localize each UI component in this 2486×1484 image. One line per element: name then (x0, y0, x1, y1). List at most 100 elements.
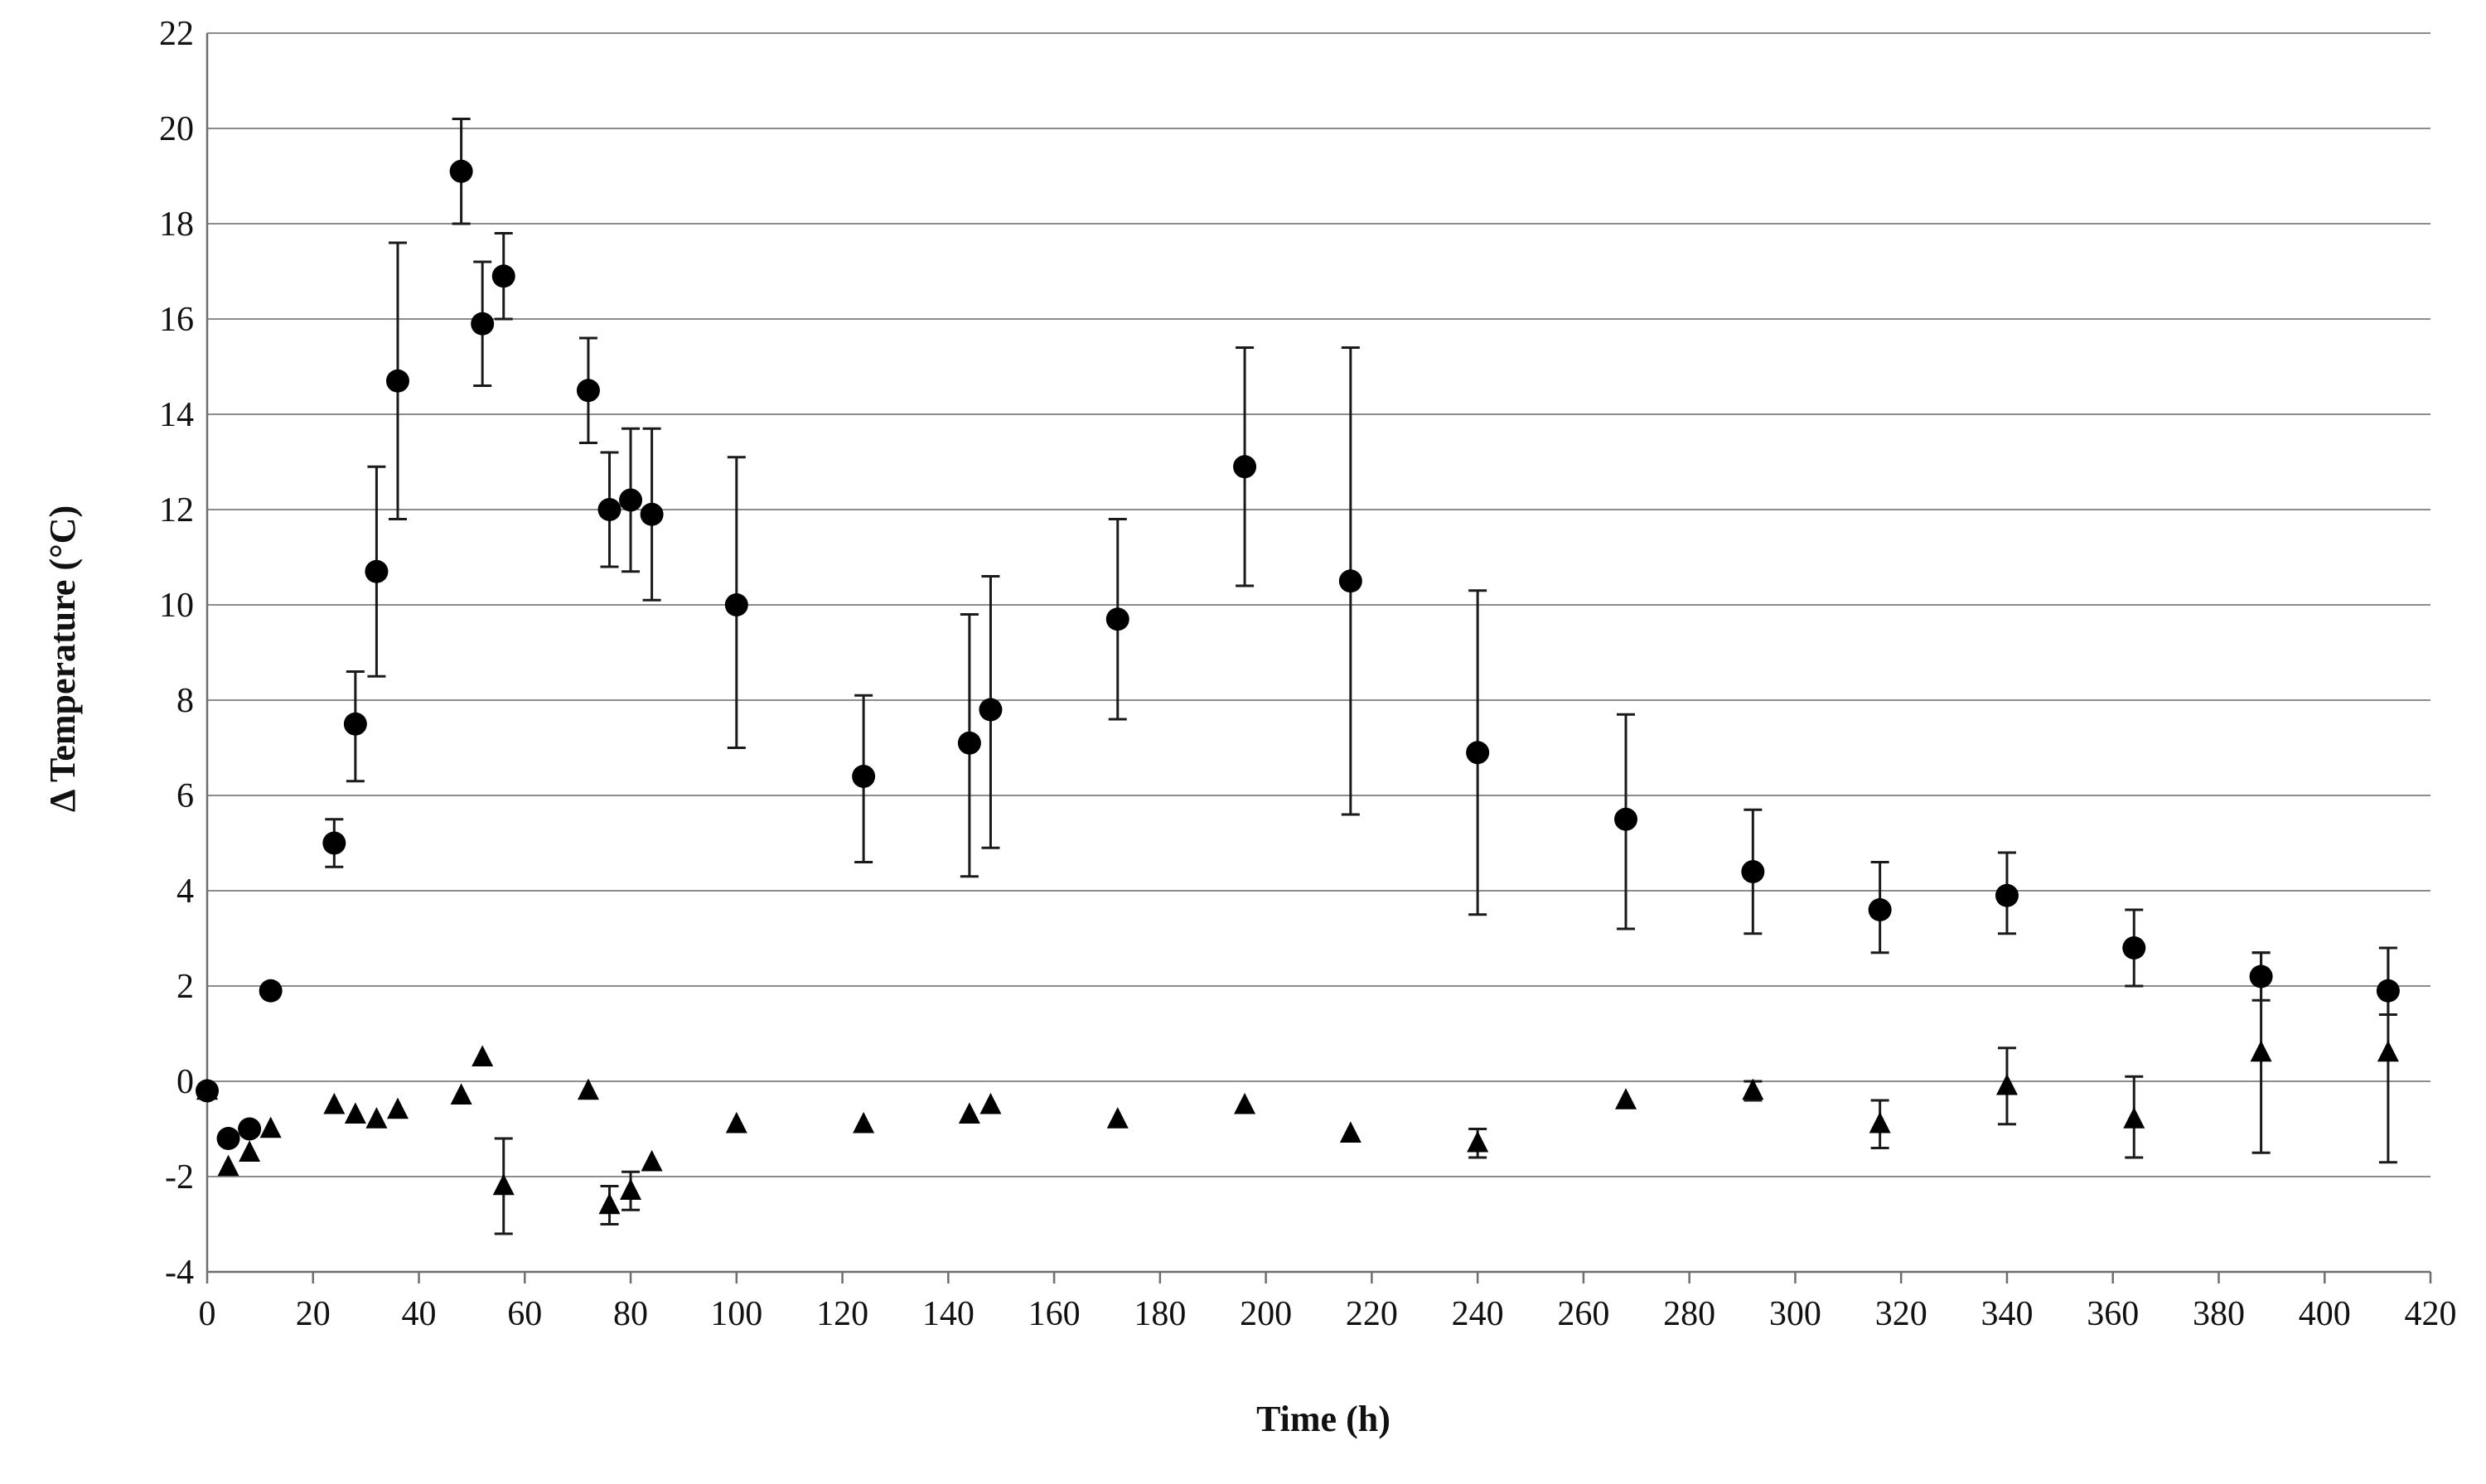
data-point-triangle (1742, 1078, 1764, 1100)
data-point-triangle (577, 1078, 599, 1100)
y-tick-label: -2 (165, 1158, 194, 1196)
x-tick-label: 280 (1663, 1295, 1715, 1333)
x-tick-label: 400 (2299, 1295, 2351, 1333)
y-axis-title: Δ Temperature (°C) (42, 505, 83, 812)
y-tick-label: 18 (159, 205, 194, 244)
y-tick-label: 22 (159, 15, 194, 53)
error-bars-layer (325, 118, 2397, 1235)
y-tick-label: 20 (159, 110, 194, 148)
x-tick-label: 120 (816, 1295, 868, 1333)
data-point-circle (322, 831, 346, 855)
data-point-circle (1995, 883, 2019, 907)
x-tick-label: 20 (296, 1295, 331, 1333)
data-point-triangle (492, 1173, 515, 1196)
data-point-circle (1233, 455, 1257, 479)
data-point-circle (640, 502, 664, 526)
data-point-triangle (1995, 1073, 2018, 1095)
y-tick-label: 16 (159, 301, 194, 339)
data-point-circle (1868, 898, 1892, 921)
data-point-triangle (323, 1092, 346, 1114)
y-tick-label: 14 (159, 396, 194, 434)
markers-layer (196, 159, 2400, 1215)
data-point-circle (576, 379, 600, 403)
data-point-triangle (2123, 1107, 2145, 1129)
data-point-circle (852, 765, 876, 788)
data-point-circle (2122, 936, 2146, 960)
x-tick-label: 100 (710, 1295, 762, 1333)
data-point-circle (385, 369, 409, 393)
x-tick-label: 80 (613, 1295, 648, 1333)
y-tick-label: 2 (177, 968, 194, 1006)
data-point-triangle (386, 1097, 409, 1119)
data-point-triangle (472, 1045, 494, 1067)
data-point-triangle (239, 1140, 261, 1163)
x-tick-label: 240 (1452, 1295, 1504, 1333)
x-tick-label: 300 (1769, 1295, 1821, 1333)
data-point-circle (724, 593, 748, 616)
grid-layer (207, 32, 2430, 1273)
x-tick-label: 180 (1134, 1295, 1186, 1333)
data-point-triangle (1467, 1130, 1489, 1153)
y-tick-label: 4 (177, 873, 194, 911)
data-point-circle (2376, 979, 2400, 1003)
x-axis-title: Time (h) (1256, 1399, 1391, 1439)
data-point-circle (619, 488, 643, 512)
data-point-circle (2249, 964, 2273, 989)
data-point-circle (1614, 807, 1638, 831)
data-point-circle (597, 498, 622, 521)
data-point-triangle (853, 1111, 875, 1134)
data-point-circle (216, 1127, 240, 1150)
x-tick-label: 420 (2405, 1295, 2457, 1333)
x-tick-label: 60 (507, 1295, 542, 1333)
x-tick-label: 220 (1346, 1295, 1398, 1333)
y-tick-label: 8 (177, 682, 194, 720)
data-point-triangle (196, 1078, 218, 1100)
data-point-triangle (979, 1092, 1002, 1114)
data-point-triangle (1106, 1107, 1129, 1129)
data-point-triangle (2377, 1040, 2399, 1062)
x-tick-label: 140 (922, 1295, 975, 1333)
data-point-triangle (1869, 1111, 1891, 1134)
data-point-circle (979, 698, 1003, 722)
data-point-circle (343, 712, 367, 736)
data-point-triangle (1615, 1088, 1637, 1109)
y-tick-label: 0 (177, 1063, 194, 1101)
data-point-triangle (217, 1154, 239, 1177)
y-tick-label: 10 (159, 587, 194, 625)
data-point-circle (365, 559, 389, 583)
data-point-triangle (1339, 1121, 1361, 1143)
x-tick-label: 160 (1028, 1295, 1081, 1333)
x-tick-label: 200 (1240, 1295, 1292, 1333)
data-point-triangle (598, 1192, 621, 1215)
x-tick-label: 40 (402, 1295, 437, 1333)
data-point-circle (471, 312, 495, 336)
x-tick-label: 320 (1875, 1295, 1927, 1333)
data-point-triangle (450, 1083, 472, 1105)
data-point-circle (238, 1117, 262, 1141)
x-tick-label: 0 (199, 1295, 216, 1333)
data-point-circle (1338, 569, 1362, 593)
data-point-circle (259, 979, 283, 1003)
x-tick-label: 380 (2193, 1295, 2245, 1333)
data-point-triangle (1234, 1092, 1256, 1114)
data-point-triangle (365, 1107, 388, 1129)
data-point-triangle (259, 1116, 282, 1138)
x-tick-label: 360 (2087, 1295, 2139, 1333)
data-point-triangle (620, 1178, 642, 1201)
data-point-triangle (344, 1102, 366, 1124)
axis-layer (206, 33, 2432, 1283)
data-point-triangle (958, 1102, 980, 1124)
data-point-circle (449, 159, 473, 183)
y-tick-label: 12 (159, 491, 194, 529)
data-point-circle (957, 731, 981, 755)
data-point-circle (491, 264, 515, 288)
data-point-triangle (2250, 1040, 2272, 1062)
data-point-circle (1466, 741, 1490, 765)
data-point-triangle (725, 1111, 747, 1134)
data-point-circle (1741, 860, 1765, 883)
y-tick-label: -4 (165, 1254, 194, 1292)
data-point-triangle (641, 1149, 663, 1172)
